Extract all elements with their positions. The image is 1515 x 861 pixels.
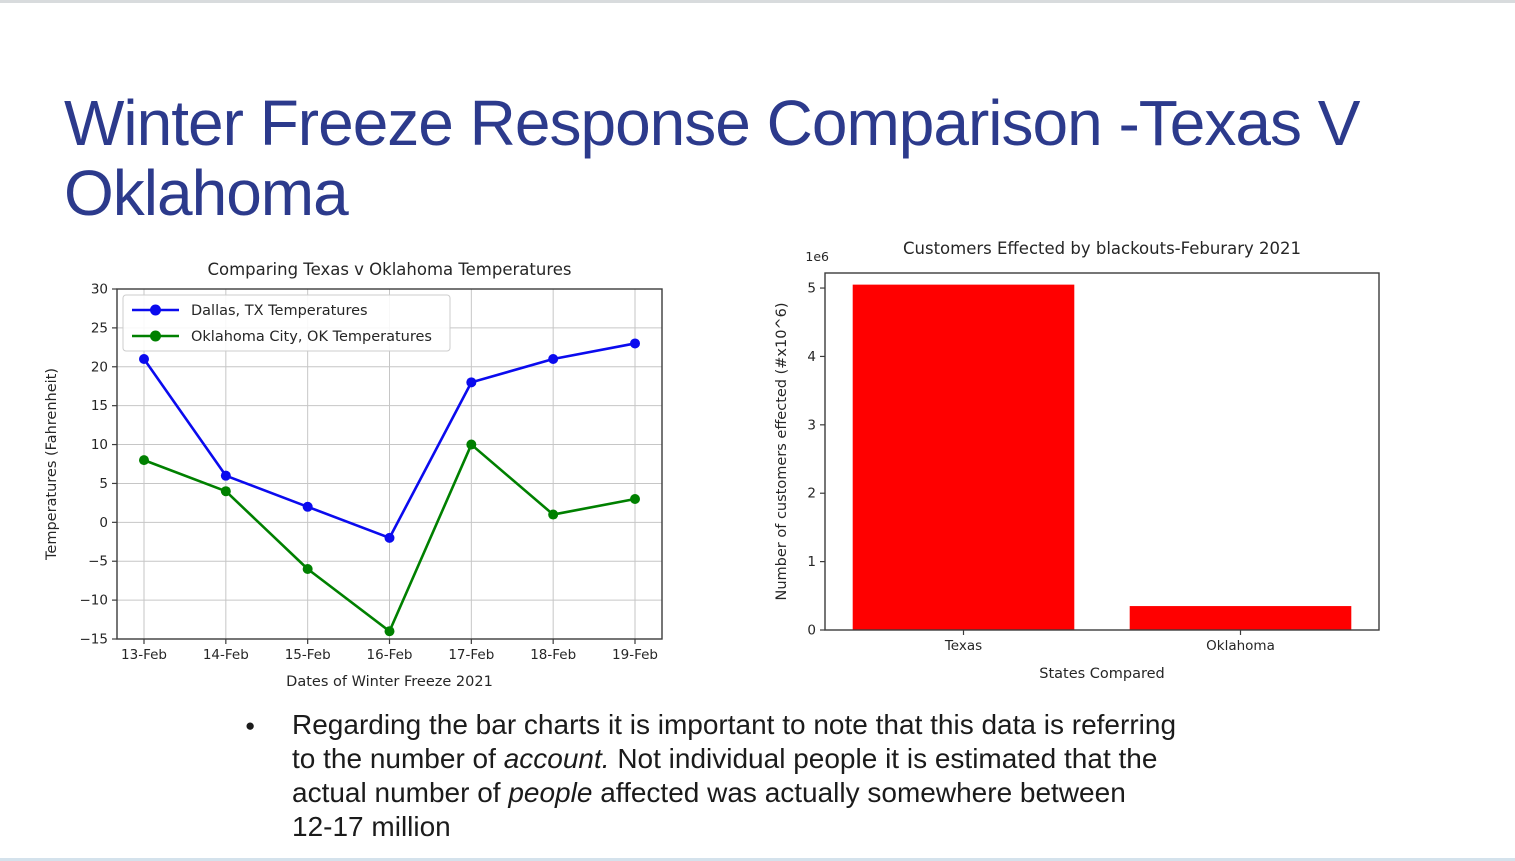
x-tick-label: 13-Feb [121, 647, 167, 663]
x-tick-label: Oklahoma [1206, 638, 1275, 654]
chart-title: Comparing Texas v Oklahoma Temperatures [207, 260, 571, 279]
y-tick-label: 0 [807, 623, 816, 639]
legend-label: Oklahoma City, OK Temperatures [191, 329, 432, 345]
axis-offset-text: 1e6 [805, 249, 829, 264]
x-tick-label: Texas [944, 638, 982, 654]
bar-texas [852, 284, 1075, 630]
axes-frame [824, 272, 1380, 631]
line-chart-svg: −15 −10 −5 0 5 10 15 20 25 30 13-Feb 14-Feb 15-Feb 16… [44, 260, 663, 690]
bullet-line: actual number of people affected was act… [292, 777, 1126, 808]
bullet-line: Regarding the bar charts it is important… [292, 709, 1177, 740]
title-line-2: Oklahoma [64, 157, 349, 229]
legend-label: Dallas, TX Temperatures [191, 303, 368, 319]
slide-bottom-edge [0, 858, 1515, 861]
series-oklahoma-city-ok-temperatures [139, 439, 640, 637]
bars [852, 284, 1352, 630]
bullet-marker: ● [245, 716, 256, 735]
title-line-1: Winter Freeze Response Comparison -Texas… [64, 87, 1360, 159]
y-tick-label: 2 [807, 486, 816, 502]
legend: Dallas, TX Temperatures Oklahoma City, OK… [122, 294, 451, 352]
y-tick-label: 20 [91, 359, 108, 375]
y-tick-label: −15 [80, 632, 109, 648]
y-axis-label: Temperatures (Fahrenheit) [44, 368, 60, 561]
bullet-line: 12-17 million [292, 811, 451, 842]
y-tick-label: 30 [91, 282, 108, 298]
x-tick-label: 17-Feb [448, 647, 494, 663]
x-axis-label: States Compared [1039, 666, 1165, 682]
x-tick-label: 15-Feb [285, 647, 331, 663]
bullet-line: to the number of account. Not individual… [292, 743, 1158, 774]
x-tick-label: 19-Feb [612, 647, 658, 663]
y-tick-label: 0 [99, 515, 108, 531]
body-text-box[interactable]: ● Regarding the bar charts it is importa… [245, 708, 1176, 844]
slide-title[interactable]: Winter Freeze Response Comparison -Texas… [64, 87, 1360, 229]
bar-oklahoma [1129, 606, 1352, 630]
y-tick-label: −10 [80, 593, 109, 609]
y-tick-label: 1 [807, 554, 816, 570]
y-tick-label: 3 [807, 417, 816, 433]
chart-title: Customers Effected by blackouts-Feburary… [903, 239, 1301, 258]
y-axis-label: Number of customers effected (#x10^6) [774, 303, 790, 601]
bar-chart-svg: 0 1 2 3 4 5 Texas Oklahoma 1e6 Customers Effected… [774, 239, 1380, 682]
axis-ticks [112, 288, 636, 644]
temperature-line-chart[interactable]: −15 −10 −5 0 5 10 15 20 25 30 13-Feb 14-Feb 15-Feb 16… [42, 253, 682, 703]
y-tick-label: 25 [91, 320, 108, 336]
y-tick-label: 5 [807, 281, 816, 297]
axis-ticks [820, 287, 1242, 635]
axis-tick-labels: 0 1 2 3 4 5 Texas Oklahoma [807, 281, 1274, 654]
x-tick-label: 16-Feb [367, 647, 413, 663]
blackout-bar-chart[interactable]: 0 1 2 3 4 5 Texas Oklahoma 1e6 Customers Effected… [770, 232, 1430, 692]
y-tick-label: 4 [807, 349, 816, 365]
y-tick-label: 15 [91, 398, 108, 414]
y-tick-label: −5 [88, 554, 108, 570]
bullet-text: Regarding the bar charts it is important… [292, 708, 1176, 844]
y-tick-label: 5 [99, 476, 108, 492]
x-tick-label: 14-Feb [203, 647, 249, 663]
slide-top-edge [0, 0, 1515, 3]
x-axis-label: Dates of Winter Freeze 2021 [286, 674, 493, 690]
x-tick-label: 18-Feb [530, 647, 576, 663]
y-tick-label: 10 [91, 437, 108, 453]
axis-tick-labels: −15 −10 −5 0 5 10 15 20 25 30 13-Feb 14-Feb 15-Feb 16… [80, 282, 658, 664]
series-dallas-tx-temperatures [139, 338, 640, 543]
